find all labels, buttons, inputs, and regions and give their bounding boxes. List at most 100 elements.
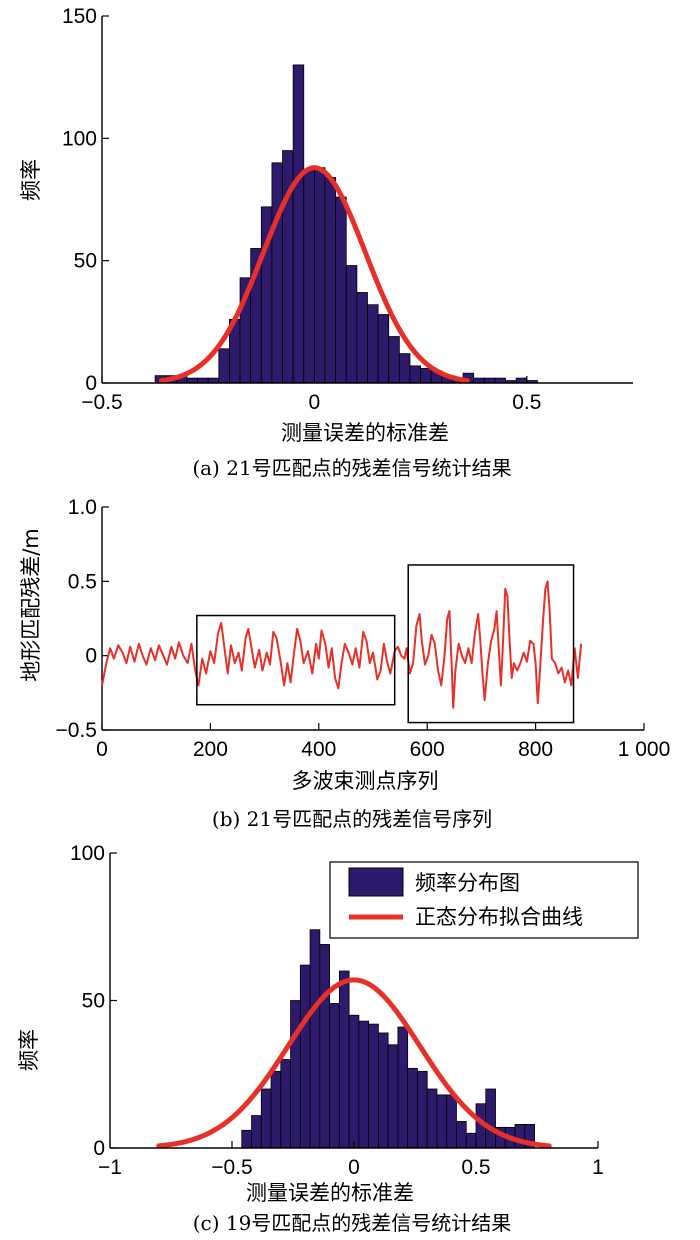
histogram-bar xyxy=(280,1059,291,1149)
x-tick-label: 0 xyxy=(309,391,321,414)
highlight-box xyxy=(407,564,575,724)
histogram-bar xyxy=(197,377,209,384)
x-tick-label: 200 xyxy=(193,738,228,761)
histogram-bar xyxy=(407,1067,418,1149)
histogram-bar xyxy=(335,196,347,384)
normal-fit-curve-a xyxy=(158,165,470,384)
x-tick-label: −1 xyxy=(98,1156,122,1179)
caption-c: (c) 19号匹配点的残差信号统计结果 xyxy=(193,1211,512,1235)
y-axis-label-a: 频率 xyxy=(19,159,43,201)
x-tick-label: 0 xyxy=(348,1156,360,1179)
axes-c: −1 −0.5 0 0.5 1 0 50 100 xyxy=(70,842,604,1179)
histogram-bar xyxy=(345,265,358,384)
x-tick-label: 600 xyxy=(410,738,445,761)
histogram-bar xyxy=(420,367,432,384)
histogram-bar xyxy=(473,377,485,384)
y-tick-label: 50 xyxy=(82,990,105,1013)
y-tick-label: 0 xyxy=(93,1137,105,1160)
caption-a: (a) 21号匹配点的残差信号统计结果 xyxy=(192,456,511,480)
x-tick-label: −0.5 xyxy=(81,391,122,414)
histogram-bar xyxy=(397,1026,409,1149)
histogram-bar xyxy=(270,1070,282,1149)
histogram-bar xyxy=(303,169,315,384)
x-tick-label: 1 xyxy=(592,1156,604,1179)
histogram-bar xyxy=(426,1088,438,1149)
histogram-bar xyxy=(186,377,198,384)
line-panel-b: 0 200 400 600 800 1 000−0.500.51.0 地形匹配残差/m 多… xyxy=(19,496,670,831)
histogram-bar xyxy=(368,1023,379,1149)
x-tick-label: 1 000 xyxy=(618,738,671,761)
histogram-bar xyxy=(309,929,321,1149)
histogram-bar xyxy=(356,292,368,384)
y-tick-label: 0 xyxy=(85,645,97,668)
x-tick-label: 800 xyxy=(518,738,553,761)
histogram-bar xyxy=(292,64,305,384)
histogram-bar xyxy=(409,365,422,384)
histogram-bar xyxy=(494,377,506,384)
histogram-bar xyxy=(324,177,337,384)
histogram-bar xyxy=(377,1032,389,1149)
y-tick-label: 0 xyxy=(85,372,97,395)
histogram-bar xyxy=(218,348,230,384)
y-tick-label: 1.0 xyxy=(68,496,97,519)
histogram-bar xyxy=(358,1020,370,1149)
x-tick-label: 0.5 xyxy=(512,391,541,414)
y-axis-label-b: 地形匹配残差/m xyxy=(19,528,43,682)
histogram-bar xyxy=(260,1088,272,1149)
x-axis-label-b: 多波束测点序列 xyxy=(292,769,439,793)
histogram-bar xyxy=(319,944,330,1149)
x-axis-label-a: 测量误差的标准差 xyxy=(281,421,449,445)
y-axis-label-c: 频率 xyxy=(17,1029,41,1071)
legend-swatch-histogram xyxy=(348,867,404,897)
y-tick-label: 150 xyxy=(62,5,97,28)
histogram-bar xyxy=(515,377,528,384)
histogram-bar xyxy=(465,1132,477,1149)
histogram-bar xyxy=(241,1129,252,1149)
bar-group-a xyxy=(154,64,538,384)
histogram-bar xyxy=(456,1121,467,1149)
histogram-bar xyxy=(485,1088,496,1149)
histogram-bar xyxy=(348,1014,360,1149)
legend-label-fit: 正态分布拟合曲线 xyxy=(415,905,583,929)
highlight-boxes xyxy=(196,564,575,724)
x-tick-label: 0 xyxy=(96,738,108,761)
histogram-bar xyxy=(338,970,350,1149)
legend: 频率分布图 正态分布拟合曲线 xyxy=(329,861,639,939)
histogram-panel-c: −1 −0.5 0 0.5 1 0 50 100 频率分布图 正态分布拟合曲线 频率 测量误差… xyxy=(17,842,639,1235)
histogram-bar xyxy=(377,314,390,384)
histogram-bar xyxy=(367,304,379,384)
histogram-bar xyxy=(290,1000,301,1149)
x-axis-label-c: 测量误差的标准差 xyxy=(246,1181,414,1205)
y-tick-label: 100 xyxy=(62,127,97,150)
axes-b: 0 200 400 600 800 1 000−0.500.51.0 xyxy=(56,496,671,761)
normal-fit-curve-c xyxy=(156,977,552,1149)
x-tick-label: 400 xyxy=(301,738,336,761)
histogram-bar xyxy=(388,336,400,384)
histogram-bar xyxy=(436,1094,448,1149)
highlight-box xyxy=(196,614,396,706)
bar-group-c xyxy=(241,929,535,1149)
y-tick-label: 50 xyxy=(74,250,97,273)
x-tick-label: 0.5 xyxy=(461,1156,490,1179)
caption-b: (b) 21号匹配点的残差信号序列 xyxy=(212,807,492,831)
histogram-bar xyxy=(207,377,220,384)
y-tick-label: 100 xyxy=(70,842,105,865)
y-tick-label: −0.5 xyxy=(56,719,97,742)
histogram-bar xyxy=(271,162,283,384)
histogram-bar xyxy=(398,353,411,384)
histogram-bar xyxy=(483,377,496,384)
histogram-bar xyxy=(251,1115,262,1149)
legend-label-histogram: 频率分布图 xyxy=(415,871,520,895)
histogram-bar xyxy=(329,1003,340,1149)
histogram-bar xyxy=(446,1094,457,1149)
x-tick-label: −0.5 xyxy=(211,1156,252,1179)
residual-series-line xyxy=(101,580,583,709)
histogram-bar xyxy=(417,1070,428,1149)
histogram-bar xyxy=(387,1044,399,1149)
histogram-bar xyxy=(514,1124,526,1149)
histogram-bar xyxy=(313,167,326,384)
histogram-bar xyxy=(299,964,311,1149)
